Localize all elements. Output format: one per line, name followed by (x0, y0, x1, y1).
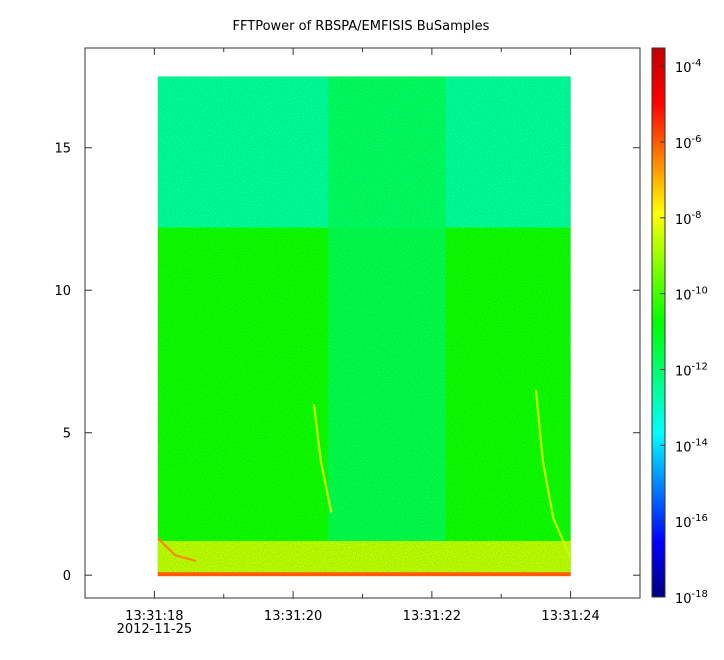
y-tick-label: 0 (63, 569, 71, 584)
colorbar-tick-exponent: -14 (692, 437, 708, 448)
x-tick-label: 13:31:24 (541, 609, 599, 624)
colorbar-tick-label: 10-18 (675, 589, 708, 607)
colorbar-tick-exponent: -16 (692, 513, 708, 524)
plot-area (157, 76, 572, 577)
y-tick-label: 5 (63, 427, 71, 442)
colorbar-tick-exponent: -18 (692, 589, 708, 600)
colorbar-tick-label: 10-6 (675, 134, 702, 152)
chart-title: FFTPower of RBSPA/EMFISIS BuSamples (233, 19, 490, 34)
spectrogram-noise (157, 76, 571, 576)
y-tick-label: 15 (54, 142, 71, 157)
x-tick-label: 13:31:22 (403, 609, 461, 624)
colorbar-tick-exponent: -10 (692, 286, 708, 297)
colorbar-tick-label: 10-8 (675, 210, 702, 228)
baseline-band (157, 572, 571, 577)
colorbar-tick-label: 10-4 (675, 58, 702, 76)
colorbar-tick-exponent: -6 (692, 134, 702, 145)
colorbar-tick-label: 10-14 (675, 437, 708, 455)
colorbar-tick-label: 10-10 (675, 286, 708, 304)
colorbar: 10-18 10-16 10-14 10-12 10-10 10-8 10-6 10-4 (651, 47, 708, 607)
spectral-trace (157, 537, 197, 563)
colorbar-tick-exponent: -12 (692, 361, 708, 372)
spectral-trace (312, 404, 333, 513)
x-tick-sublabel: 2012-11-25 (117, 622, 193, 637)
colorbar-tick-label: 10-12 (675, 361, 708, 379)
colorbar-bar (651, 47, 666, 598)
spectral-trace (534, 389, 572, 559)
colorbar-tick-exponent: -4 (692, 58, 702, 69)
y-tick-label: 10 (54, 284, 71, 299)
colorbar-tick-label: 10-16 (675, 513, 708, 531)
x-tick-label: 13:31:20 (264, 609, 322, 624)
colorbar-tick-exponent: -8 (692, 210, 702, 221)
x-tick-label: 13:31:18 (125, 609, 183, 624)
